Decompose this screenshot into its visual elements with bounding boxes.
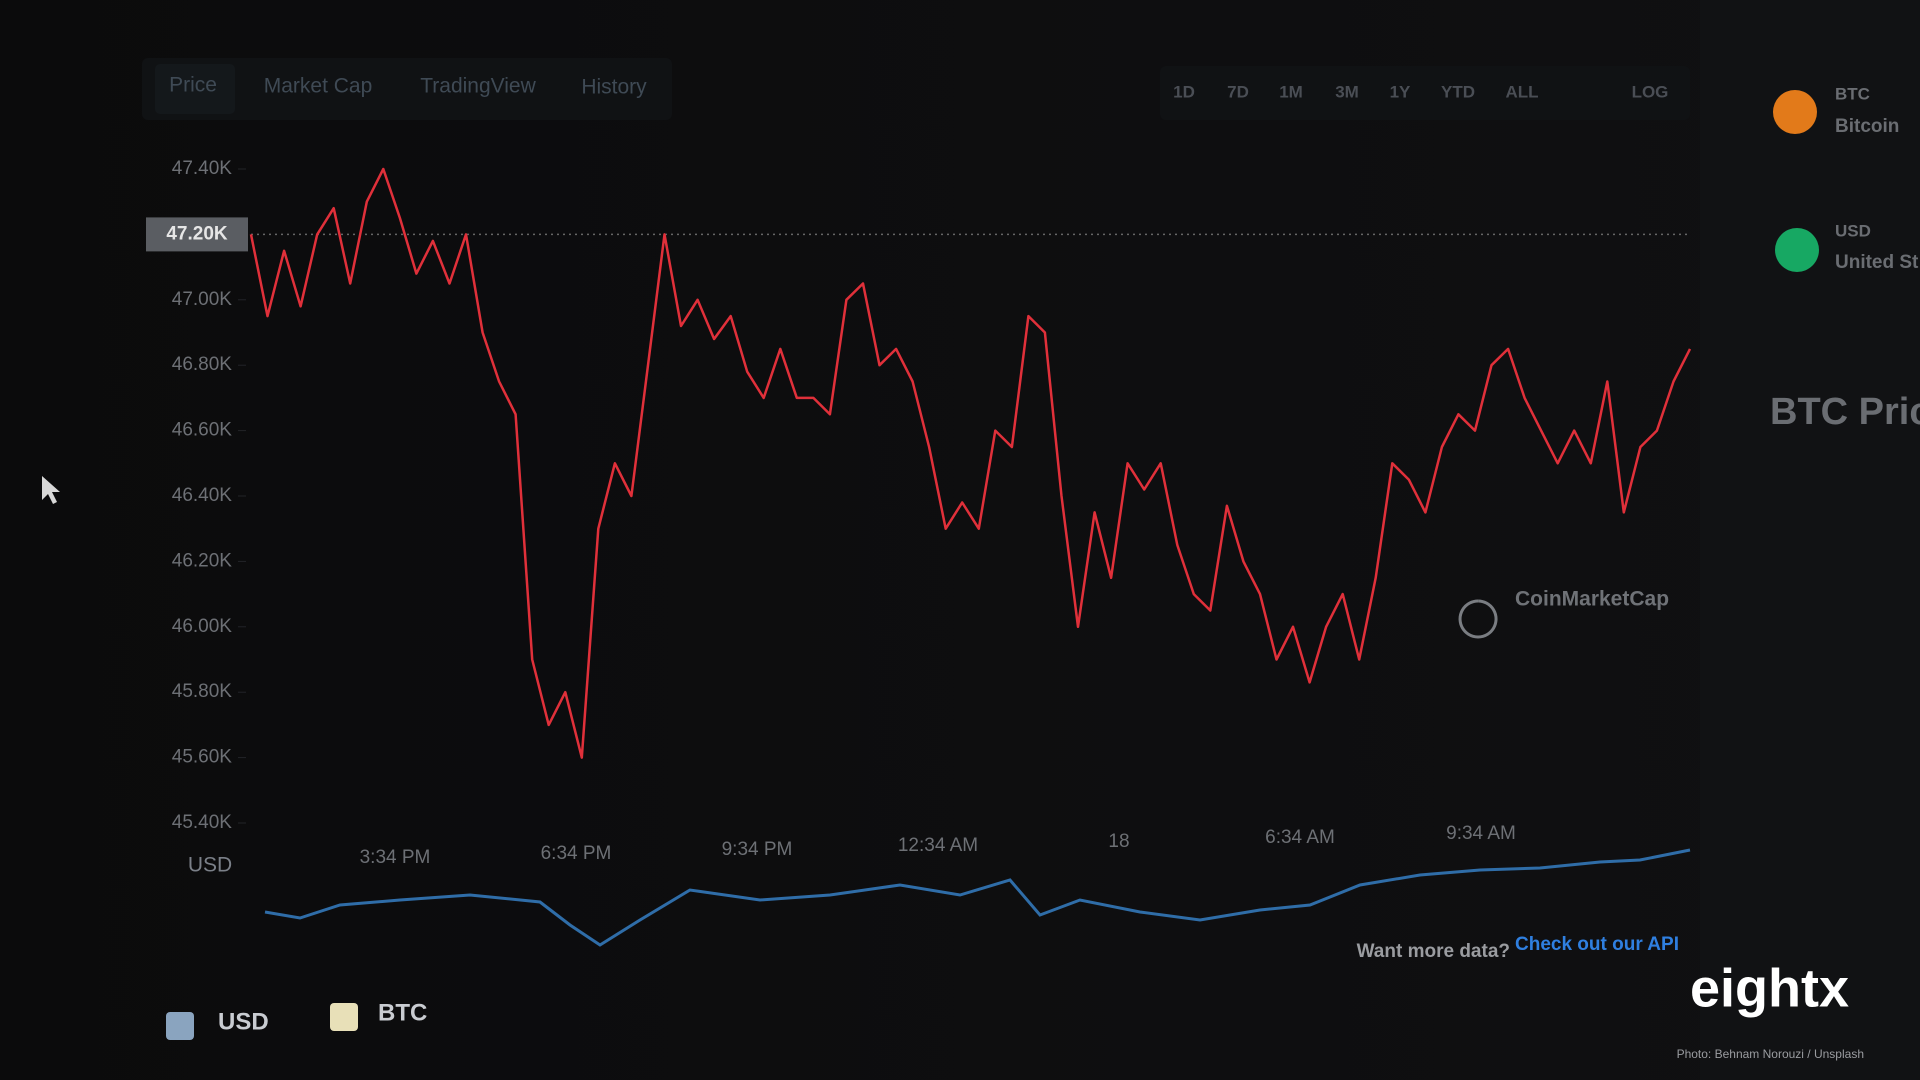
api-prompt: Want more data? (1357, 941, 1510, 962)
panel-label: BTC (1835, 84, 1870, 103)
y-tick-label: 45.40K (172, 812, 233, 833)
navigator-line (264, 848, 1691, 947)
legend-swatch (330, 1003, 358, 1031)
range-button[interactable]: ALL (1505, 82, 1538, 101)
x-tick-label: 6:34 AM (1265, 827, 1335, 848)
x-tick-label: 12:34 AM (898, 835, 978, 856)
reference-label-bg (146, 217, 248, 252)
x-tick-label: 6:34 PM (541, 843, 612, 864)
panel-label: USD (1835, 221, 1871, 240)
api-link[interactable]: Check out our API (1515, 934, 1679, 955)
y-tick-label: 46.60K (172, 420, 233, 441)
y-tick-label: 46.20K (172, 550, 233, 571)
tab[interactable]: TradingView (420, 75, 536, 98)
brand-logo: eightx (1690, 958, 1849, 1018)
watermark: CoinMarketCap (1515, 588, 1669, 611)
legend-label[interactable]: BTC (378, 999, 427, 1026)
range-button[interactable]: 7D (1227, 82, 1249, 101)
y-tick-label: 46.80K (172, 354, 233, 375)
tab[interactable]: History (581, 76, 647, 99)
range-bar (1160, 66, 1690, 120)
legend-swatch (166, 1012, 194, 1040)
x-tick-label: 18 (1108, 831, 1129, 852)
y-tick-label: 45.80K (172, 681, 233, 702)
price-line (249, 167, 1692, 759)
range-button[interactable]: LOG (1632, 82, 1669, 101)
range-button[interactable]: 3M (1335, 82, 1359, 101)
usd-icon (1775, 228, 1819, 272)
btc-icon (1773, 90, 1817, 134)
y-tick-label: 46.40K (172, 485, 233, 506)
panel-heading: BTC Price (1770, 391, 1920, 433)
cursor (42, 476, 60, 504)
y-tick-label: 47.00K (172, 289, 233, 310)
active-tab-bg (155, 64, 235, 114)
panel-label: Bitcoin (1835, 116, 1899, 137)
y-tick-label: 47.40K (172, 158, 233, 179)
photo-credit: Photo: Behnam Norouzi / Unsplash (1677, 1047, 1864, 1061)
legend-label[interactable]: USD (218, 1008, 269, 1035)
tab[interactable]: Price (169, 74, 217, 97)
tab[interactable]: Market Cap (264, 75, 373, 98)
x-tick-label: 9:34 PM (722, 839, 793, 860)
y-tick-label: 45.60K (172, 747, 233, 768)
axis-unit: USD (188, 854, 232, 877)
watermark-logo (1458, 599, 1498, 639)
x-tick-label: 9:34 AM (1446, 823, 1516, 844)
range-button[interactable]: 1M (1279, 82, 1303, 101)
range-button[interactable]: YTD (1441, 82, 1475, 101)
x-tick-label: 3:34 PM (360, 847, 431, 868)
tab-bar (142, 58, 672, 120)
range-button[interactable]: 1D (1173, 82, 1195, 101)
y-tick-label: 46.00K (172, 616, 233, 637)
range-button[interactable]: 1Y (1390, 82, 1411, 101)
panel-label: United St (1835, 252, 1919, 273)
reference-label: 47.20K (166, 223, 228, 244)
side-panel (1700, 0, 1920, 1080)
